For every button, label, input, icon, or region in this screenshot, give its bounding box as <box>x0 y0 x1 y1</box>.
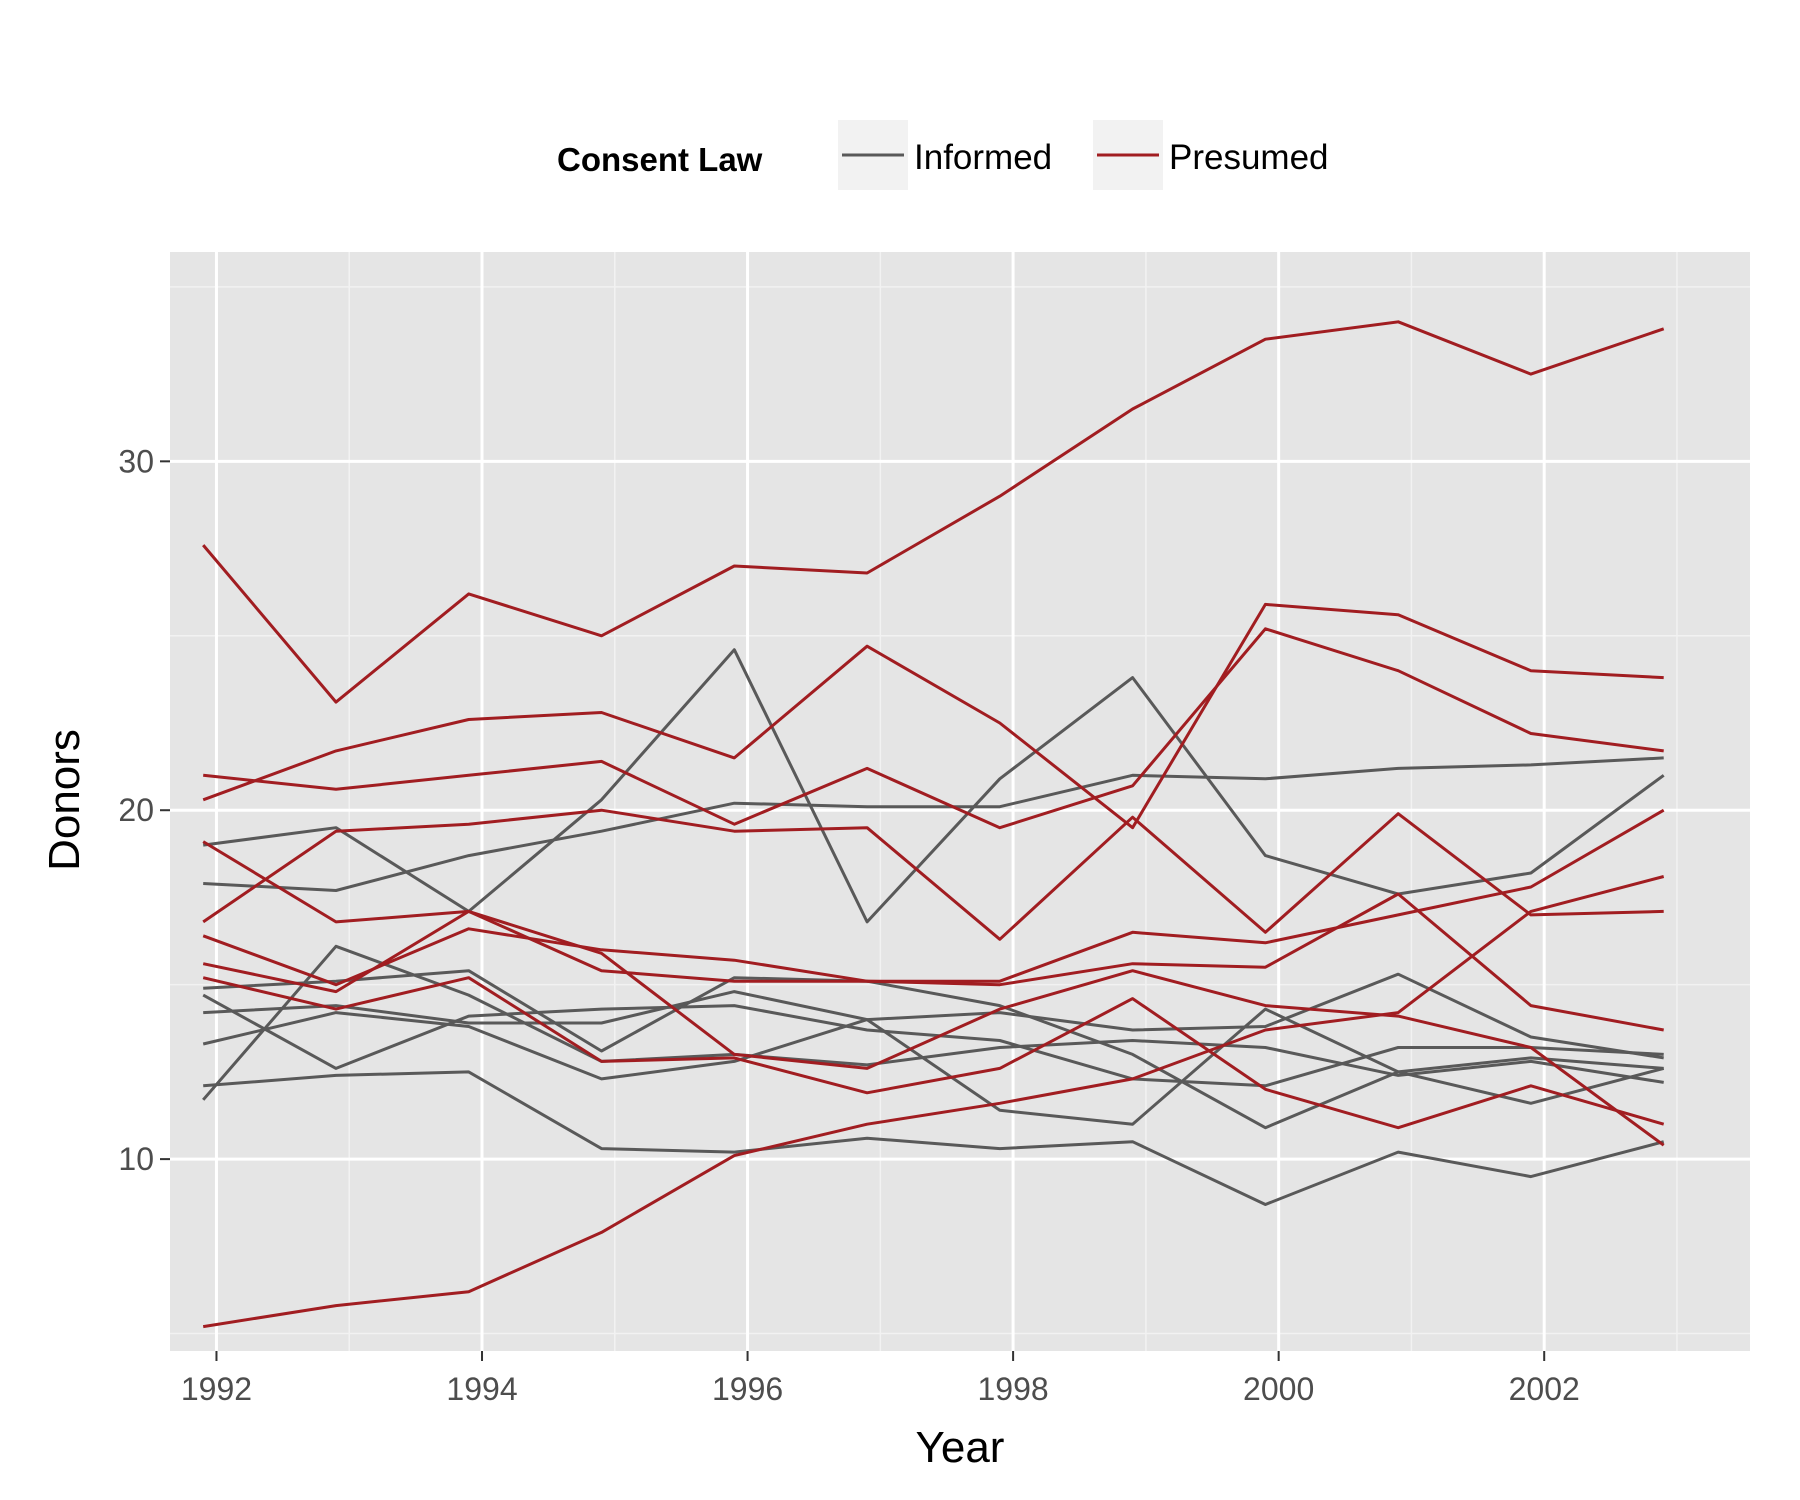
series-line-presumed <box>202 892 1664 1032</box>
x-axis-title: Year <box>916 1423 1005 1472</box>
series-line-informed <box>203 990 1665 1126</box>
series-line-informed <box>203 648 1665 924</box>
series-line-presumed <box>203 627 1664 830</box>
series-line-presumed <box>202 602 1664 830</box>
x-tick-label: 1998 <box>978 1371 1049 1407</box>
series-line-informed <box>202 972 1664 1081</box>
y-tick-label: 20 <box>118 792 154 828</box>
series-line-presumed <box>202 320 1665 704</box>
axes: 1992 1994 1996 1998 2000 2002 10 20 30 <box>118 443 1579 1407</box>
series-line-presumed <box>202 976 1665 1130</box>
x-tick-label: 2002 <box>1509 1371 1580 1407</box>
y-tick-label: 10 <box>118 1141 154 1177</box>
series-line-informed <box>203 969 1664 1130</box>
grid <box>170 252 1750 1351</box>
x-tick-label: 1992 <box>181 1371 252 1407</box>
series-line-informed <box>203 1070 1665 1206</box>
legend: Consent Law Informed Presumed <box>557 120 1329 190</box>
series-line-presumed <box>202 840 1665 1147</box>
series-line-informed <box>202 944 1664 1101</box>
plot-panel <box>170 252 1750 1351</box>
series-line-presumed <box>202 808 1664 941</box>
y-axis-title: Donors <box>40 729 89 871</box>
y-tick-label: 30 <box>118 443 154 479</box>
legend-label-informed: Informed <box>914 138 1052 177</box>
legend-label-presumed: Presumed <box>1169 138 1329 177</box>
x-tick-label: 1994 <box>446 1371 517 1407</box>
legend-title: Consent Law <box>557 141 763 178</box>
x-tick-label: 1996 <box>712 1371 783 1407</box>
series-line-informed <box>203 756 1664 892</box>
series-line-presumed <box>202 875 1665 1329</box>
series-lines <box>202 320 1665 1329</box>
series-line-presumed <box>202 808 1665 987</box>
x-tick-label: 2000 <box>1243 1371 1314 1407</box>
